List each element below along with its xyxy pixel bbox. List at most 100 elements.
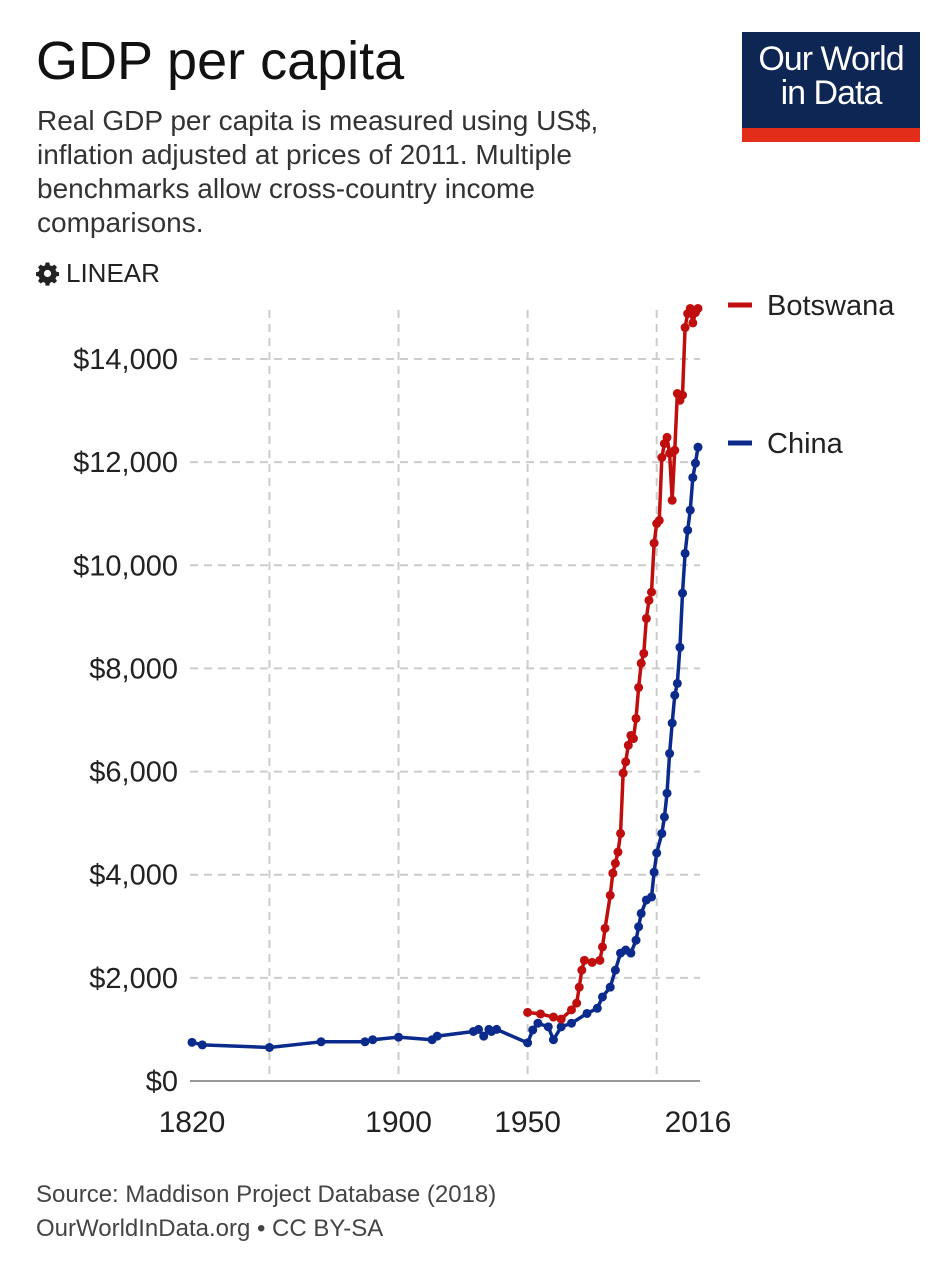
data-point-china [634,922,644,932]
data-point-china [683,525,693,535]
logo-line1: Our World [758,40,904,78]
data-point-china [556,1022,566,1032]
data-point-china [626,948,636,958]
scale-toggle[interactable]: LINEAR [36,258,160,289]
data-point-china [432,1031,442,1041]
data-point-china [662,788,672,798]
data-point-china [672,678,682,688]
x-tick-label: 2016 [665,1106,732,1139]
data-point-china [610,965,620,975]
data-point-botswana [621,757,631,767]
logo-accent-bar [742,128,920,142]
data-point-china [548,1035,558,1045]
data-point-botswana [628,734,638,744]
data-point-botswana [641,613,651,623]
data-point-china [647,892,657,902]
data-point-botswana [623,740,633,750]
data-point-china [567,1018,576,1028]
data-point-botswana [587,957,597,967]
data-point-botswana [644,595,654,605]
y-tick-label: $4,000 [89,860,178,892]
data-point-botswana [678,390,688,400]
data-point-botswana [649,538,659,548]
data-point-china [659,812,669,822]
data-point-botswana [523,1007,533,1017]
data-point-china [688,473,698,483]
y-tick-label: $6,000 [89,757,178,789]
data-point-china [649,867,659,877]
data-point-china [316,1037,326,1047]
data-point-botswana [688,318,698,328]
series-line-botswana [527,306,700,1021]
data-point-china [678,588,688,598]
data-point-china [528,1025,538,1035]
y-tick-label: $8,000 [89,653,178,685]
data-point-botswana [579,955,589,965]
x-tick-label: 1950 [494,1106,561,1139]
scale-label: LINEAR [66,258,160,288]
data-point-botswana [567,1005,576,1015]
data-point-china [582,1008,592,1018]
data-point-botswana [605,890,615,900]
data-point-china [605,982,615,992]
data-point-botswana [680,323,690,333]
data-point-china [597,992,607,1002]
source-note: Source: Maddison Project Database (2018) [36,1181,497,1208]
data-point-botswana [618,768,628,778]
series-line-china [191,446,700,1050]
data-point-china [474,1024,484,1034]
data-point-botswana [595,955,605,965]
data-point-botswana [610,858,620,868]
y-tick-label: $0 [146,1066,178,1098]
owid-logo[interactable]: Our World in Data [742,32,920,142]
data-point-botswana [616,828,626,838]
data-point-china [685,505,695,515]
data-point-china [636,908,646,918]
legend-label-botswana: Botswana [767,290,895,322]
data-point-botswana [636,658,646,668]
data-point-botswana [654,515,664,525]
data-point-botswana [657,453,667,463]
y-tick-label: $14,000 [73,344,178,376]
logo-line2: in Data [780,74,883,112]
data-point-botswana [667,495,677,505]
data-point-china [665,749,675,759]
legend-label-china: China [767,428,844,460]
data-point-china [652,848,662,858]
data-point-botswana [639,648,649,658]
data-point-botswana [536,1009,546,1019]
data-point-botswana [597,942,607,952]
data-point-china [690,458,700,468]
y-tick-label: $12,000 [73,447,178,479]
data-point-china [368,1035,378,1045]
data-point-china [693,442,703,452]
data-point-botswana [647,587,657,597]
data-point-botswana [577,965,587,975]
chart-footer: Source: Maddison Project Database (2018)… [36,1178,496,1246]
data-point-china [631,935,641,945]
data-point-china [675,642,685,652]
data-point-botswana [548,1012,558,1022]
license-note[interactable]: OurWorldInData.org • CC BY-SA [36,1215,384,1242]
data-point-china [523,1038,533,1048]
y-tick-label: $10,000 [73,550,178,582]
data-point-china [360,1037,370,1047]
data-point-china [197,1040,207,1050]
x-tick-label: 1820 [159,1106,226,1139]
data-point-china [543,1022,553,1032]
data-point-botswana [662,432,672,442]
data-point-china [479,1031,489,1041]
data-point-china [592,1003,602,1013]
data-point-botswana [693,303,703,313]
data-point-botswana [631,713,641,723]
data-point-botswana [574,982,584,992]
data-point-china [657,828,667,838]
data-point-botswana [670,445,680,455]
chart-title: GDP per capita [36,31,405,91]
data-point-botswana [613,847,623,857]
x-tick-label: 1900 [365,1106,432,1139]
chart-subtitle: Real GDP per capita is measured using US… [37,105,599,238]
data-point-china [492,1024,502,1034]
